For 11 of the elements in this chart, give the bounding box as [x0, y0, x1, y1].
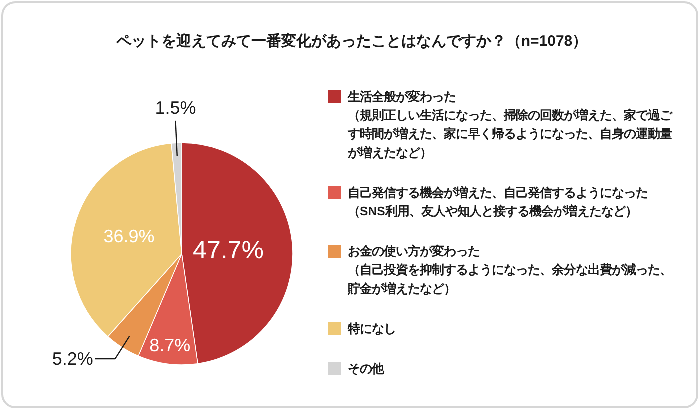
legend-label: 自己発信する機会が増えた、自己発信するようになった（SNS利用、友人や知人と接する機会が増えたなど）	[348, 186, 648, 218]
data-label: 47.7%	[193, 236, 264, 265]
legend-label: お金の使い方が変わった（自己投資を抑制するようになった、余分な出費が減った、貯金が増えたなど）	[347, 244, 672, 296]
data-label: 1.5%	[155, 98, 196, 118]
chart-title: ペットを迎えてみて一番変化があったことはなんですか？（n=1078）	[115, 32, 588, 50]
legend-label: その他	[348, 362, 385, 376]
data-label: 5.2%	[52, 348, 94, 369]
data-label: 36.9%	[104, 226, 155, 247]
legend-label: 特になし	[347, 322, 396, 336]
legend-label: 生活全般が変わった（規則正しい生活になった、掃除の回数が増えた、家で過ごす時間が増えた、家に早く帰るようになった、自身の運動量が増えたなど）	[347, 90, 673, 160]
data-label: 8.7%	[150, 335, 191, 356]
